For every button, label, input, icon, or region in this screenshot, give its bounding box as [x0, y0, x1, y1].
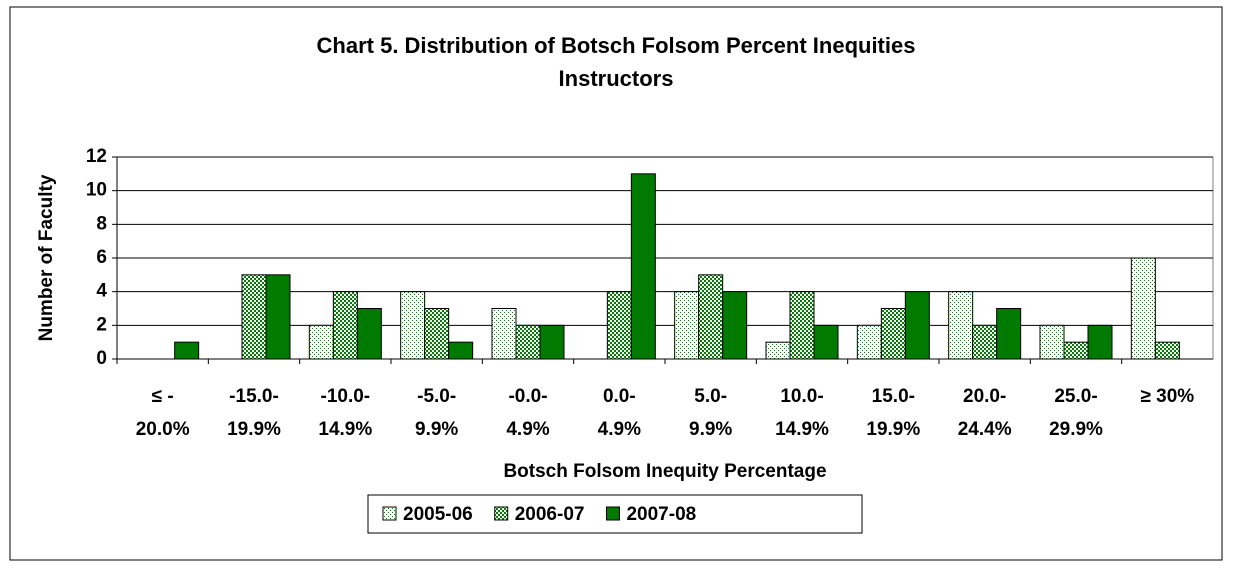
- bar: [332, 291, 358, 360]
- bar: [856, 324, 882, 360]
- y-tick-label: 6: [96, 247, 107, 268]
- bar: [515, 324, 541, 360]
- x-tick-label: 9.9%: [689, 419, 732, 440]
- bar: [972, 324, 998, 360]
- bar: [174, 341, 200, 360]
- y-tick-label: 0: [96, 348, 107, 369]
- x-tick-label: 25.0-: [1054, 386, 1097, 407]
- bar: [1063, 341, 1089, 360]
- bar: [606, 291, 632, 360]
- bar: [241, 274, 267, 360]
- chart-subtitle: Instructors: [559, 66, 674, 91]
- x-tick-label: ≤ -: [152, 386, 174, 407]
- bar: [400, 291, 426, 360]
- x-tick-label: 14.9%: [318, 419, 372, 440]
- x-tick-label: 20.0-: [963, 386, 1006, 407]
- bar: [424, 308, 450, 360]
- legend-swatch: [494, 506, 509, 521]
- bar: [491, 308, 517, 360]
- x-tick-label: ≥ 30%: [1140, 386, 1194, 407]
- legend-label: 2007-08: [626, 504, 696, 525]
- x-tick-label: -0.0-: [508, 386, 547, 407]
- x-tick-label: -5.0-: [417, 386, 456, 407]
- bar: [265, 274, 291, 360]
- y-tick-label: 4: [96, 281, 107, 302]
- y-tick-label: 10: [86, 180, 107, 201]
- y-axis-title: Number of Faculty: [36, 174, 57, 341]
- bar: [356, 308, 382, 360]
- y-tick-label: 8: [96, 213, 107, 234]
- bar: [722, 291, 748, 360]
- bar: [1154, 341, 1180, 360]
- bar: [765, 341, 791, 360]
- bar: [996, 308, 1022, 360]
- x-tick-label: 29.9%: [1049, 419, 1103, 440]
- bar: [630, 173, 656, 360]
- bar: [880, 308, 906, 360]
- bar: [789, 291, 815, 360]
- x-tick-label: 19.9%: [866, 419, 920, 440]
- bar: [948, 291, 974, 360]
- legend-swatch: [605, 506, 620, 521]
- x-tick-label: 15.0-: [872, 386, 915, 407]
- bar: [674, 291, 700, 360]
- x-tick-label: 5.0-: [694, 386, 727, 407]
- x-tick-label: 9.9%: [415, 419, 458, 440]
- bar: [308, 324, 334, 360]
- x-tick-label: 14.9%: [775, 419, 829, 440]
- chart-title: Chart 5. Distribution of Botsch Folsom P…: [317, 33, 916, 58]
- bar: [904, 291, 930, 360]
- y-tick-label: 2: [96, 314, 107, 335]
- x-tick-label: 20.0%: [136, 419, 190, 440]
- bar: [1039, 324, 1065, 360]
- x-tick-label: -15.0-: [229, 386, 279, 407]
- bar: [698, 274, 724, 360]
- legend-swatch: [382, 506, 397, 521]
- legend-label: 2006-07: [515, 504, 585, 525]
- bar: [539, 324, 565, 360]
- x-tick-label: 19.9%: [227, 419, 281, 440]
- bar: [813, 324, 839, 360]
- y-tick-label: 12: [86, 146, 107, 167]
- x-tick-label: 24.4%: [958, 419, 1012, 440]
- x-axis-title: Botsch Folsom Inequity Percentage: [503, 461, 826, 482]
- x-tick-label: 0.0-: [603, 386, 636, 407]
- bar: [1087, 324, 1113, 360]
- x-tick-label: -10.0-: [321, 386, 371, 407]
- x-tick-label: 10.0-: [780, 386, 823, 407]
- x-tick-label: 4.9%: [598, 419, 641, 440]
- x-tick-label: 4.9%: [506, 419, 549, 440]
- legend-label: 2005-06: [403, 504, 473, 525]
- bar: [448, 341, 474, 360]
- bar: [1130, 257, 1156, 360]
